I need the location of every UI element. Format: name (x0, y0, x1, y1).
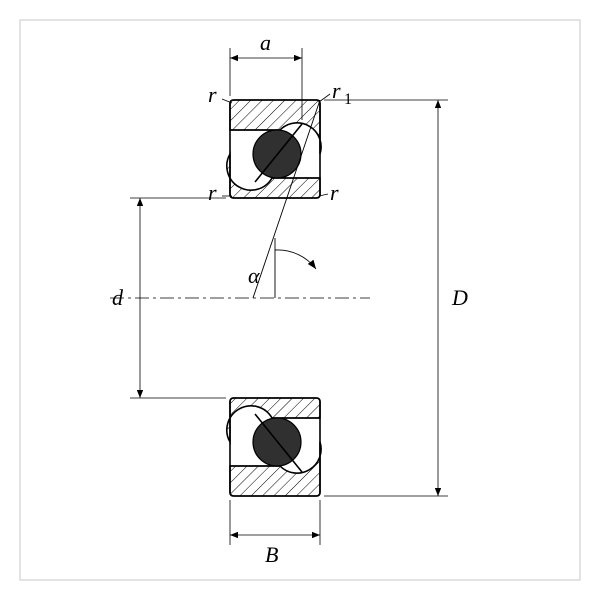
a-label: a (260, 30, 271, 55)
D-label: D (451, 285, 468, 310)
svg-text:1: 1 (344, 91, 352, 108)
d-label: d (112, 285, 124, 310)
r-mid-left: r (208, 180, 217, 205)
svg-text:r: r (332, 78, 341, 103)
bearing-diagram: α a r r 1 r r d D B (0, 0, 600, 600)
r-top-left: r (208, 82, 217, 107)
r-mid-right: r (330, 180, 339, 205)
B-label: B (265, 542, 278, 567)
alpha-label: α (248, 263, 260, 288)
